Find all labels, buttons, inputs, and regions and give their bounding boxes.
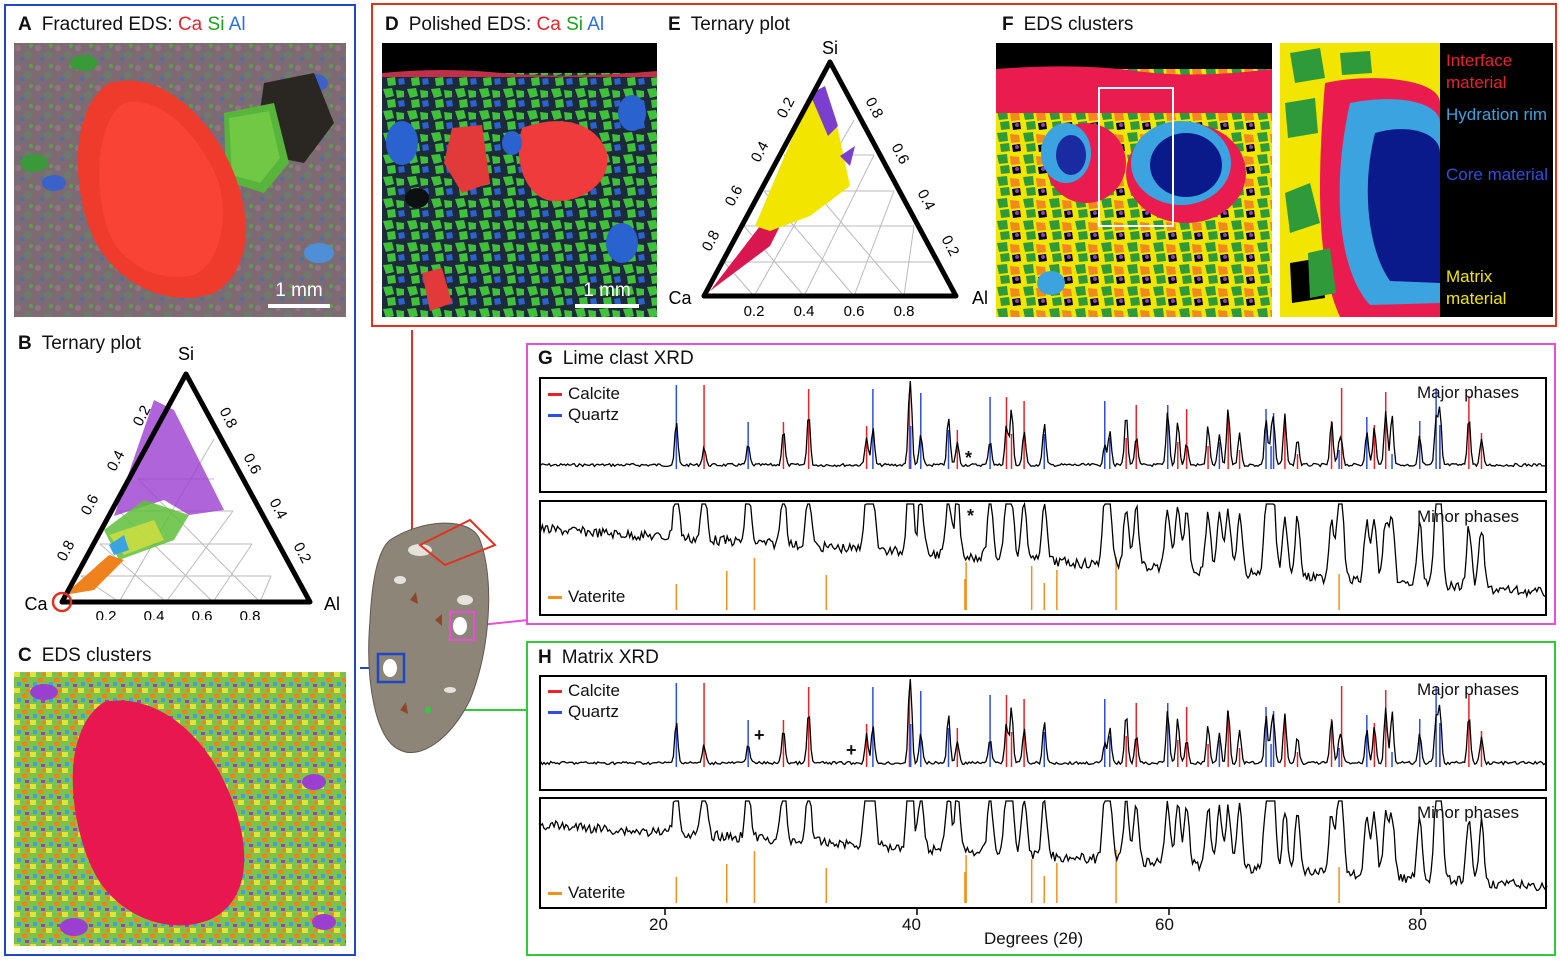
fractured-eds-image (14, 43, 346, 317)
legend-vaterite-g: Vaterite (548, 587, 625, 607)
chart-frame (539, 377, 1547, 493)
svg-text:0.4: 0.4 (144, 608, 165, 620)
xrd-lime-minor-chart (539, 500, 1547, 616)
xrd-pattern-line (538, 799, 1548, 892)
polished-eds-image (382, 43, 657, 317)
svg-text:0.2: 0.2 (744, 303, 765, 320)
svg-text:0.4: 0.4 (748, 139, 773, 165)
svg-text:0.6: 0.6 (888, 141, 913, 167)
cluster-legend (1440, 43, 1553, 317)
svg-text:0.8: 0.8 (240, 608, 261, 620)
ternary-b-ca: Ca (24, 594, 48, 614)
svg-text:0.6: 0.6 (722, 183, 747, 209)
legend-matrix-material: Matrix material (1446, 267, 1507, 308)
ternary-b-si: Si (178, 344, 194, 364)
ternary-e-ca: Ca (668, 288, 692, 308)
legend-core-material: Core material (1446, 165, 1549, 184)
svg-text:0.4: 0.4 (914, 187, 939, 213)
major-phases-label-h: Major phases (1417, 680, 1520, 699)
panel-d-title: D Polished EDS: Ca Si Al (385, 14, 605, 35)
x-tick-80: 80 (1408, 915, 1427, 934)
xrd-pattern-line (539, 678, 1547, 766)
svg-text:0.6: 0.6 (844, 303, 865, 320)
chart-frame (539, 797, 1547, 909)
eds-clusters-image-f (996, 43, 1272, 317)
panel-h-title: H Matrix XRD (538, 647, 659, 668)
panel-g-frame (526, 343, 1556, 625)
minor-phases-label-g: Minor phases (1417, 507, 1520, 526)
legend-calcite-g: Calcite (548, 384, 620, 404)
scale-bar-a: 1 mm (268, 280, 330, 308)
svg-text:0.8: 0.8 (216, 405, 241, 431)
ternary-b-al: Al (324, 594, 340, 614)
svg-text:0.4: 0.4 (104, 448, 129, 474)
ternary-plot-e: Si Ca Al 0.2 0.4 0.6 0.8 0.8 0.6 0.4 0.2… (668, 38, 988, 320)
panel-e-title: E Ternary plot (668, 14, 790, 35)
ternary-e-al: Al (972, 288, 988, 308)
ternary-e-si: Si (822, 38, 838, 58)
scale-bar-d: 1 mm (575, 280, 639, 308)
panel-g-title: G Lime clast XRD (538, 348, 694, 369)
svg-text:0.8: 0.8 (54, 538, 79, 564)
legend-interface-material: Interface material (1446, 51, 1513, 92)
svg-text:0.6: 0.6 (192, 608, 213, 620)
x-tick-60: 60 (1155, 915, 1174, 934)
ternary-plot-b: Si Ca Al 0.2 0.4 0.6 0.8 0.8 0.6 0.4 0.2… (24, 344, 340, 620)
xrd-pattern-line (539, 501, 1547, 599)
minor-phases-label-h: Minor phases (1417, 803, 1520, 822)
legend-calcite-h: Calcite (548, 681, 620, 701)
svg-text:0.8: 0.8 (894, 303, 915, 320)
plus-marker-2: + (846, 740, 857, 760)
eds-clusters-image-c (14, 672, 346, 946)
svg-text:0.6: 0.6 (78, 492, 103, 518)
panel-a-title: A Fractured EDS: Ca Si Al (18, 14, 246, 35)
chart-frame (539, 675, 1547, 791)
major-phases-label-g: Major phases (1417, 383, 1520, 402)
panel-c-title: C EDS clusters (18, 645, 152, 666)
legend-hydration-rim: Hydration rim (1446, 105, 1548, 124)
legend-quartz-h: Quartz (548, 702, 619, 722)
plus-marker-1: + (754, 725, 765, 745)
panel-b-title: B Ternary plot (18, 333, 142, 354)
xrd-lime-major-chart (539, 377, 1547, 493)
svg-text:0.2: 0.2 (938, 233, 963, 259)
eds-clusters-zoom-f (1280, 43, 1440, 317)
x-tick-40: 40 (902, 915, 921, 934)
panel-f-title: F EDS clusters (1002, 14, 1134, 35)
xrd-pattern-line (539, 380, 1547, 468)
svg-text:0.8: 0.8 (862, 95, 887, 121)
legend-quartz-g: Quartz (548, 405, 619, 425)
svg-text:0.2: 0.2 (96, 608, 117, 620)
xrd-matrix-major-chart (539, 675, 1547, 791)
panel-h-frame (526, 641, 1556, 956)
x-tick-20: 20 (649, 915, 668, 934)
legend-vaterite-h: Vaterite (548, 883, 625, 903)
chart-frame (539, 500, 1547, 616)
panel-abc-frame (4, 4, 356, 956)
star-marker-g-major: * (965, 448, 973, 468)
svg-text:0.4: 0.4 (266, 496, 291, 522)
star-marker-g-minor: * (967, 506, 975, 526)
x-axis-label: Degrees (2θ) (984, 929, 1084, 948)
xrd-matrix-minor-chart (538, 797, 1548, 915)
svg-text:0.4: 0.4 (794, 303, 815, 320)
panel-def-frame (371, 3, 1557, 327)
svg-text:0.8: 0.8 (699, 228, 724, 254)
specimen-illustration (360, 330, 529, 754)
svg-text:0.2: 0.2 (290, 540, 315, 566)
svg-text:0.6: 0.6 (240, 451, 265, 477)
svg-text:0.2: 0.2 (774, 95, 799, 121)
